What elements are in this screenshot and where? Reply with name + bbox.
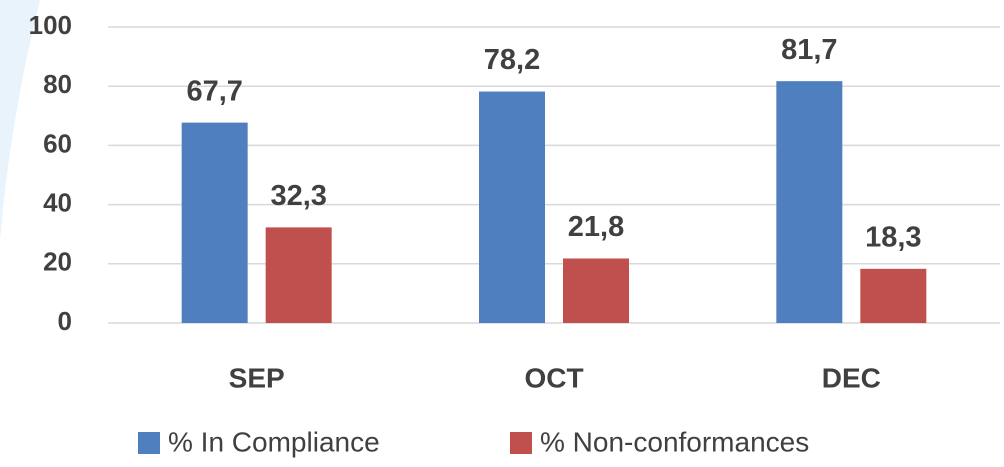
x-tick-label: DEC [822, 362, 881, 393]
value-label: 32,3 [270, 180, 326, 212]
bar [181, 122, 248, 323]
bar [265, 227, 332, 323]
legend-label: % Non-conformances [540, 426, 809, 457]
y-tick-label: 60 [43, 128, 72, 158]
x-tick-label: OCT [524, 362, 583, 393]
legend-swatch [510, 432, 532, 454]
legend-swatch [138, 432, 160, 454]
y-tick-label: 40 [43, 187, 72, 217]
bar [776, 81, 843, 323]
x-tick-label: SEP [229, 362, 285, 393]
value-label: 81,7 [781, 34, 837, 66]
value-label: 67,7 [186, 75, 242, 107]
bar [479, 91, 545, 323]
bar [860, 268, 927, 323]
value-label: 21,8 [568, 211, 624, 243]
y-tick-label: 100 [29, 10, 72, 40]
background-decoration [0, 0, 40, 240]
value-label: 18,3 [865, 221, 921, 253]
value-label: 78,2 [484, 44, 540, 76]
bar [563, 258, 629, 323]
y-tick-label: 80 [43, 69, 72, 99]
legend-label: % In Compliance [168, 426, 380, 457]
y-tick-label: 0 [58, 306, 72, 336]
y-tick-label: 20 [43, 247, 72, 277]
